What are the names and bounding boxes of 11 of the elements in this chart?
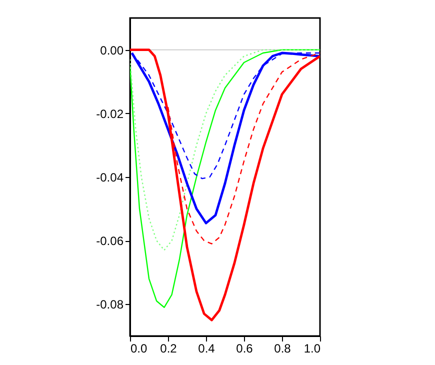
y-tick-label: -0.08 [96, 298, 124, 312]
x-tick-label: 1.0 [304, 342, 321, 356]
x-tick-label: 0.6 [236, 342, 254, 356]
y-tick-label: 0.00 [100, 43, 124, 58]
y-tick-label: -0.02 [96, 106, 124, 121]
x-tick-label: 0.0 [130, 342, 148, 356]
x-tick-label: 0.2 [160, 342, 178, 356]
y-tick-label: -0.04 [96, 170, 124, 184]
x-tick-label: 0.8 [274, 342, 292, 356]
y-tick-label: -0.06 [96, 234, 124, 248]
x-tick-label: 0.4 [198, 342, 216, 356]
